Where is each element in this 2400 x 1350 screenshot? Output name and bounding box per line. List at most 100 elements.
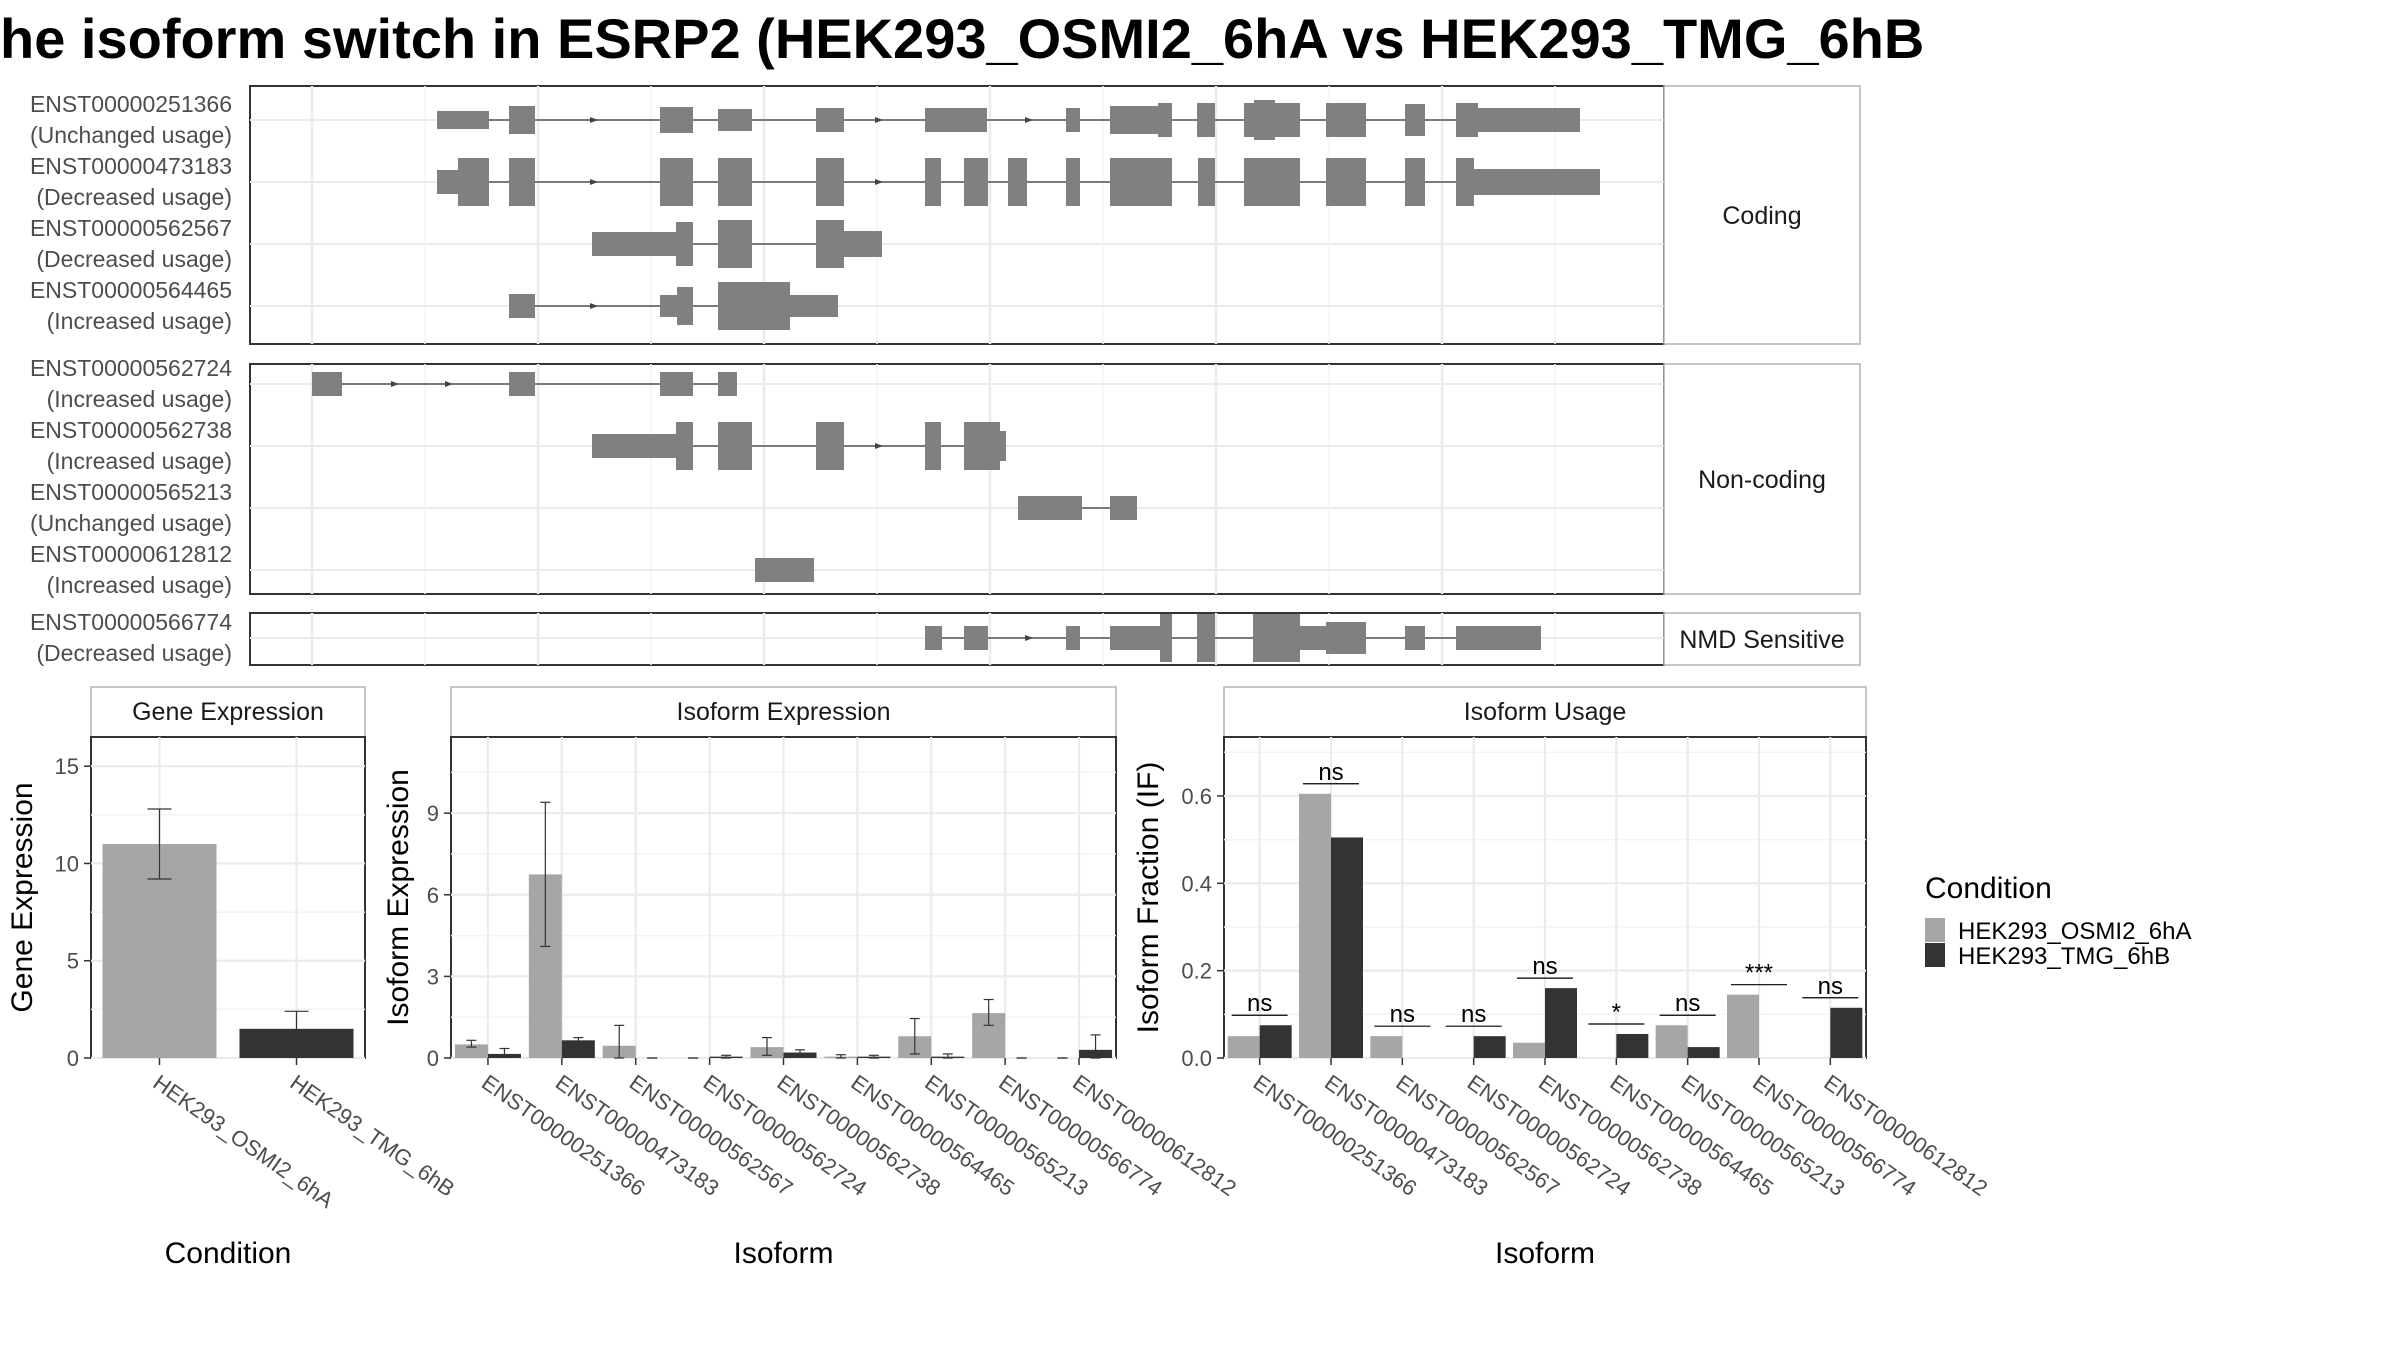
bar [1616,1033,1649,1058]
transcript-usage-label: (Increased usage) [47,572,232,598]
exon-block [509,106,535,134]
exon-block [1110,106,1160,134]
exon-block [1198,158,1215,206]
y-tick-label: 0.0 [1181,1046,1212,1071]
exon-block [816,422,844,470]
bar [1513,1042,1545,1058]
exon-block [925,626,942,650]
x-axis-title: Isoform [1495,1237,1595,1270]
significance-label: ns [1318,759,1343,786]
legend-label-tmg: HEK293_TMG_6hB [1958,943,2170,970]
exon-block [790,295,838,317]
exon-block [964,626,988,650]
bar [1545,988,1577,1058]
legend-title: Condition [1925,872,2052,905]
y-tick-label: 9 [427,801,439,826]
y-tick-label: 15 [55,754,79,779]
exon-block [718,422,752,470]
facet-title: Gene Expression [132,698,324,726]
y-tick-label: 0.2 [1181,959,1212,984]
x-axis-title: Condition [165,1237,292,1270]
structure-strip-label: Non-coding [1698,466,1826,494]
exon-block [1253,158,1300,206]
bar [1227,1036,1260,1058]
exon-block [509,372,535,396]
exon-block [1110,496,1137,520]
exon-block [964,158,988,206]
exon-block [1000,431,1006,461]
exon-block [660,107,693,133]
exon-block [1197,614,1215,662]
significance-label: * [1612,999,1621,1026]
transcript-usage-label: (Unchanged usage) [30,510,232,536]
transcript-id-label: ENST00000566774 [30,609,232,635]
transcript-id-label: ENST00000251366 [30,91,232,117]
transcript-usage-label: (Increased usage) [47,308,232,334]
legend-swatch-osmi2 [1925,918,1945,942]
intron-direction-arrow [590,117,598,123]
intron-direction-arrow [1025,635,1033,641]
intron-direction-arrow [590,303,598,309]
facet-title: Isoform Usage [1464,698,1627,726]
exon-block [1405,104,1425,136]
transcript-usage-label: (Increased usage) [47,448,232,474]
exon-block [676,422,693,470]
exon-block [1110,626,1160,650]
exon-block [1110,158,1172,206]
exon-block [1326,158,1366,206]
transcript-usage-label: (Decreased usage) [36,184,232,210]
structure-strip [1663,612,1861,666]
intron-direction-arrow [445,381,453,387]
exon-block [1326,103,1366,137]
exon-block [1160,614,1172,662]
figure-title: he isoform switch in ESRP2 (HEK293_OSMI2… [0,7,1924,70]
exon-block [925,158,941,206]
exon-block [964,422,1000,470]
exon-block [816,158,844,206]
legend-swatch-tmg [1925,943,1945,967]
y-tick-label: 0.4 [1181,871,1212,896]
exon-block [592,232,676,256]
y-tick-label: 0 [67,1046,79,1071]
exon-block [312,372,342,396]
bar [561,1040,595,1058]
exon-block [755,558,814,582]
legend-label-osmi2: HEK293_OSMI2_6hA [1958,918,2191,945]
exon-block [676,222,693,266]
exon-block [660,372,693,396]
transcript-usage-label: (Decreased usage) [36,246,232,272]
exon-block [437,170,458,194]
exon-block [1405,158,1425,206]
exon-block [1405,626,1425,650]
transcript-id-label: ENST00000473183 [30,153,232,179]
bar [454,1044,488,1058]
y-tick-label: 3 [427,964,439,989]
exon-block [1008,158,1027,206]
exon-block [1456,103,1478,137]
exon-block [718,372,737,396]
exon-block [844,231,882,257]
bar [1259,1025,1292,1058]
exon-block [1018,496,1082,520]
condition-legend: Condition HEK293_OSMI2_6hA HEK293_TMG_6h… [1925,872,2191,970]
transcript-id-label: ENST00000564465 [30,277,232,303]
exon-block [458,158,489,206]
bar [1830,1007,1863,1058]
facet-strip [90,686,366,738]
exon-block [437,111,489,129]
facet-strip [450,686,1117,738]
y-tick-label: 6 [427,883,439,908]
exon-block [509,294,535,318]
structure-group-non-coding: Non-coding ENST00000562724 (Increased usag… [30,355,1861,598]
bar [1370,1036,1403,1058]
structure-strip [1663,363,1861,595]
exon-block [1474,626,1541,650]
bar [1473,1036,1506,1058]
transcript-id-label: ENST00000562738 [30,417,232,443]
bar [1331,837,1363,1058]
x-axis-title: Isoform [733,1237,833,1270]
exon-block [1066,108,1080,132]
structure-panel-bg [249,363,1665,595]
isoform-expression-panel: Isoform Expression0369ENST00000251366ENS… [382,686,1241,1270]
